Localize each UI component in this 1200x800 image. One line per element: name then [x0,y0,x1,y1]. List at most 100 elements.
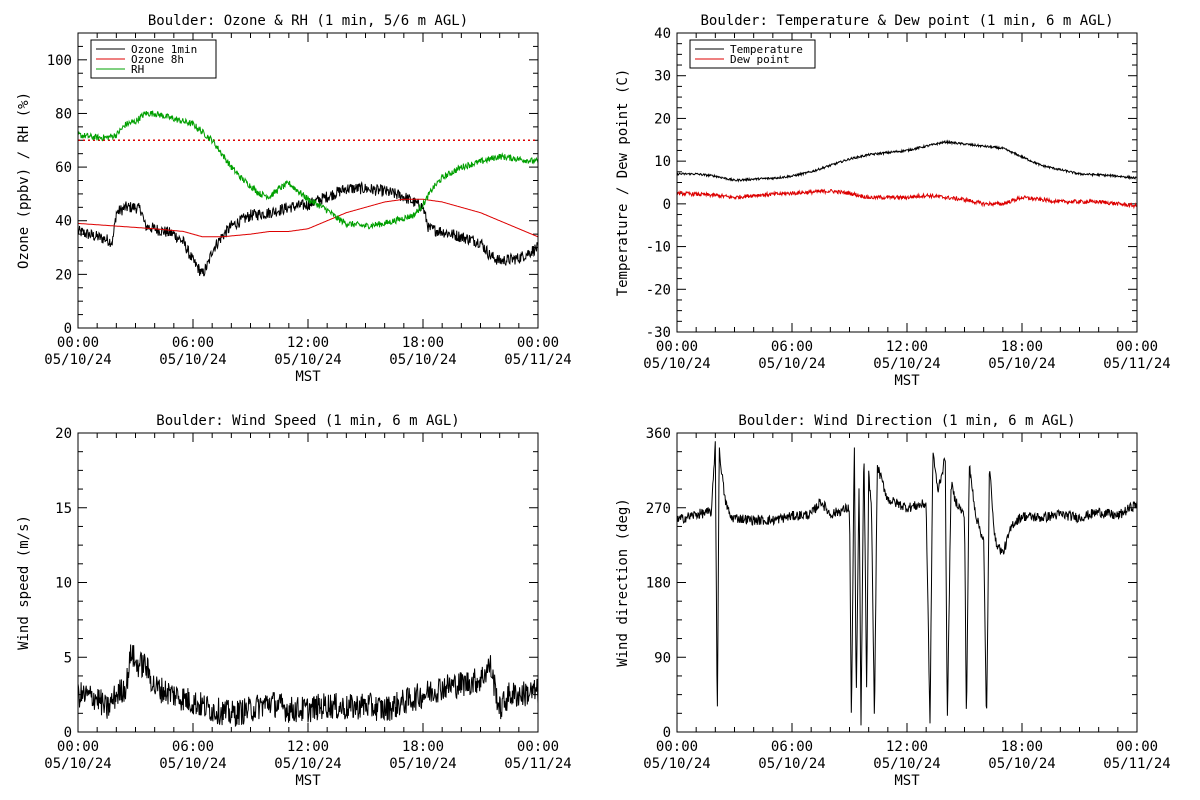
x-tick-label: 05/10/24 [873,356,940,372]
chart-panel-2: Boulder: Temperature & Dew point (1 min,… [615,13,1171,389]
x-tick-label: 00:00 [1116,739,1158,755]
y-tick-label: -30 [646,325,671,341]
plot-frame [77,32,539,329]
series-line-1 [78,644,538,728]
chart-panel-1: Boulder: Ozone & RH (1 min, 5/6 m AGL) 0 2… [16,13,572,385]
series-group [78,644,538,728]
chart-title: Boulder: Wind Direction (1 min, 6 m AGL) [738,413,1075,429]
legend-entry: Ozone 8h [131,53,184,66]
x-tick-label: 00:00 [1116,339,1158,355]
y-tick-label: 20 [654,111,671,127]
x-tick-label: 05/10/24 [274,352,341,368]
x-tick-label: 05/10/24 [159,756,226,772]
series-group [677,441,1137,726]
series-line-dew-point [677,188,1137,210]
legend-entry: RH [131,63,144,76]
y-tick-label: 40 [654,26,671,42]
x-tick-label: 18:00 [402,739,444,755]
x-tick-label: 18:00 [1001,339,1043,355]
y-axis-label: Temperature / Dew point (C) [615,69,631,297]
x-tick-label: 00:00 [57,335,99,351]
x-tick-label: 05/10/24 [988,756,1055,772]
x-tick-label: 05/10/24 [758,356,825,372]
y-tick-label: 0 [663,197,671,213]
legend-box [689,39,816,69]
y-tick-label: 180 [646,576,671,592]
x-tick-label: 05/10/24 [758,756,825,772]
legend-entry: Ozone 1min [131,43,197,56]
plot-frame [77,432,539,733]
legend-entry: Temperature [730,43,803,56]
y-axis-label: Wind speed (m/s) [16,515,32,650]
y-tick-label: 0 [64,725,72,741]
y-tick-label: 15 [55,501,72,517]
series-group [677,139,1137,210]
y-tick-label: 90 [654,650,671,666]
chart-panel-3: Boulder: Wind Speed (1 min, 6 m AGL) 0 5 10… [16,413,572,789]
series-line-ozone-1min [78,180,538,277]
y-tick-label: -20 [646,282,671,298]
series-line-ozone-8h [78,198,538,238]
x-tick-label: 00:00 [57,739,99,755]
y-tick-label: 60 [55,160,72,176]
x-tick-label: 05/10/24 [44,756,111,772]
series-line-1 [677,441,1137,726]
x-tick-label: 12:00 [287,335,329,351]
x-axis-label: MST [894,773,920,789]
chart-panel-4: Boulder: Wind Direction (1 min, 6 m AGL)… [615,413,1171,789]
chart-title: Boulder: Temperature & Dew point (1 min,… [700,13,1113,29]
x-tick-label: 00:00 [517,335,559,351]
y-tick-label: 5 [64,650,72,666]
x-tick-label: 05/10/24 [873,756,940,772]
x-tick-label: 00:00 [656,339,698,355]
y-tick-label: 10 [654,154,671,170]
x-axis-label: MST [295,369,321,385]
y-tick-label: 360 [646,426,671,442]
series-group [78,110,538,277]
series-line-temperature [677,139,1137,183]
x-tick-label: 05/10/24 [988,356,1055,372]
x-tick-label: 06:00 [771,739,813,755]
x-tick-label: 00:00 [517,739,559,755]
plot-frame [676,32,1138,333]
x-tick-label: 05/10/24 [643,756,710,772]
y-axis-label: Wind direction (deg) [615,498,631,667]
x-tick-label: 05/10/24 [389,352,456,368]
y-tick-label: 100 [47,53,72,69]
y-tick-label: 270 [646,501,671,517]
x-tick-label: 05/11/24 [504,756,571,772]
x-tick-label: 06:00 [771,339,813,355]
x-tick-label: 05/10/24 [643,356,710,372]
x-tick-label: 18:00 [1001,739,1043,755]
x-tick-label: 12:00 [886,739,928,755]
y-tick-label: 20 [55,426,72,442]
x-tick-label: 18:00 [402,335,444,351]
series-line-rh [78,110,538,230]
y-axis-label: Ozone (ppbv) / RH (%) [16,92,32,269]
chart-title: Boulder: Wind Speed (1 min, 6 m AGL) [156,413,459,429]
y-tick-label: 20 [55,267,72,283]
x-axis-label: MST [295,773,321,789]
plot-frame [676,432,1138,733]
y-tick-label: 80 [55,106,72,122]
y-tick-label: 40 [55,214,72,230]
y-tick-label: 0 [64,321,72,337]
x-tick-label: 05/10/24 [44,352,111,368]
y-tick-label: -10 [646,240,671,256]
x-tick-label: 06:00 [172,335,214,351]
x-tick-label: 06:00 [172,739,214,755]
x-tick-label: 05/11/24 [1103,356,1170,372]
x-tick-label: 00:00 [656,739,698,755]
y-tick-label: 10 [55,576,72,592]
chart-title: Boulder: Ozone & RH (1 min, 5/6 m AGL) [148,13,468,29]
x-tick-label: 05/11/24 [1103,756,1170,772]
x-tick-label: 05/10/24 [159,352,226,368]
x-tick-label: 05/10/24 [389,756,456,772]
x-tick-label: 12:00 [886,339,928,355]
x-tick-label: 05/10/24 [274,756,341,772]
y-tick-label: 30 [654,69,671,85]
y-tick-label: 0 [663,725,671,741]
